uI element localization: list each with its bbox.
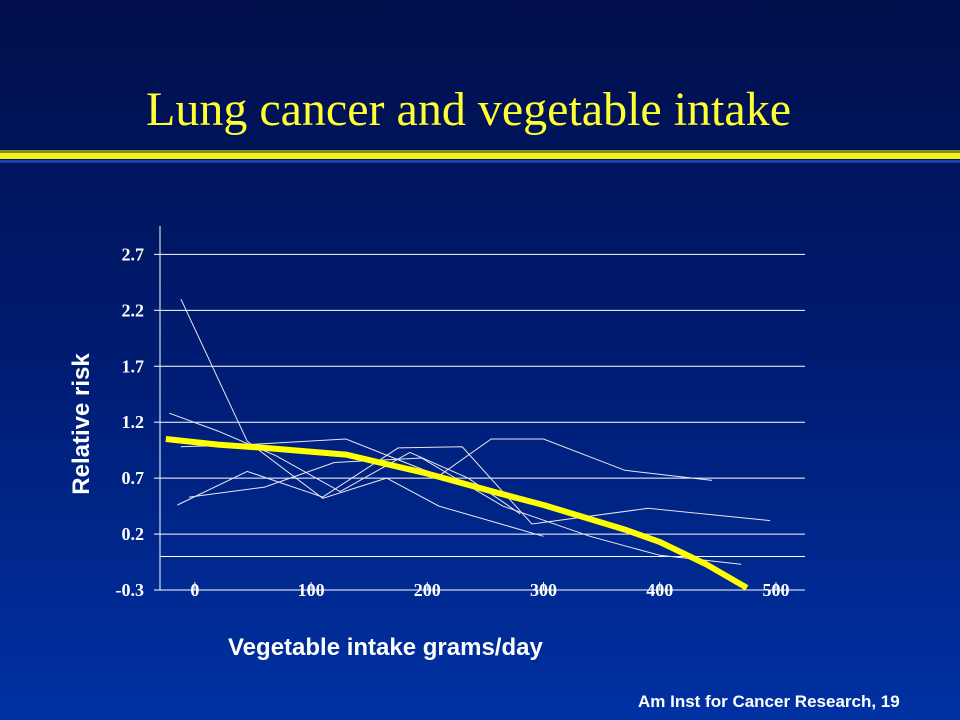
slide-title: Lung cancer and vegetable intake xyxy=(146,83,791,136)
y-tick-label: 2.7 xyxy=(122,244,145,264)
series-lines xyxy=(165,298,771,591)
title-rule xyxy=(0,150,960,164)
y-tick-labels: 2.7 2.2 1.7 1.2 0.7 0.2 -0.3 xyxy=(116,244,145,600)
study-series-line-2 xyxy=(169,412,521,515)
x-tick-label: 100 xyxy=(298,580,325,600)
title-rule-band-blue xyxy=(0,160,960,163)
title-rule-band-dark xyxy=(0,150,960,154)
axes xyxy=(154,226,777,591)
x-tick-label: 500 xyxy=(762,580,789,600)
summary-series-line xyxy=(165,436,749,591)
y-tick-label: -0.3 xyxy=(116,580,145,600)
x-tick-label: 400 xyxy=(646,580,673,600)
x-tick-label: 200 xyxy=(414,580,441,600)
y-axis-label: Relative risk xyxy=(68,353,95,495)
x-tick-label: 0 xyxy=(190,580,199,600)
y-tick-label: 0.7 xyxy=(122,468,145,488)
title-rule-band-yellow xyxy=(0,153,960,159)
x-tick-labels: 0 100 200 300 400 500 xyxy=(190,580,789,600)
y-tick-label: 2.2 xyxy=(122,300,145,320)
study-series-line-4 xyxy=(177,446,771,525)
study-series-line-1 xyxy=(180,298,544,537)
x-axis-label: Vegetable intake grams/day xyxy=(228,634,543,661)
y-tick-label: 0.2 xyxy=(122,524,145,544)
y-tick-label: 1.7 xyxy=(122,356,145,376)
x-tick-label: 300 xyxy=(530,580,557,600)
grid-lines xyxy=(160,253,805,591)
y-tick-label: 1.2 xyxy=(122,412,145,432)
study-series-line-3 xyxy=(180,438,713,481)
source-citation: Am Inst for Cancer Research, 19 xyxy=(638,692,900,711)
